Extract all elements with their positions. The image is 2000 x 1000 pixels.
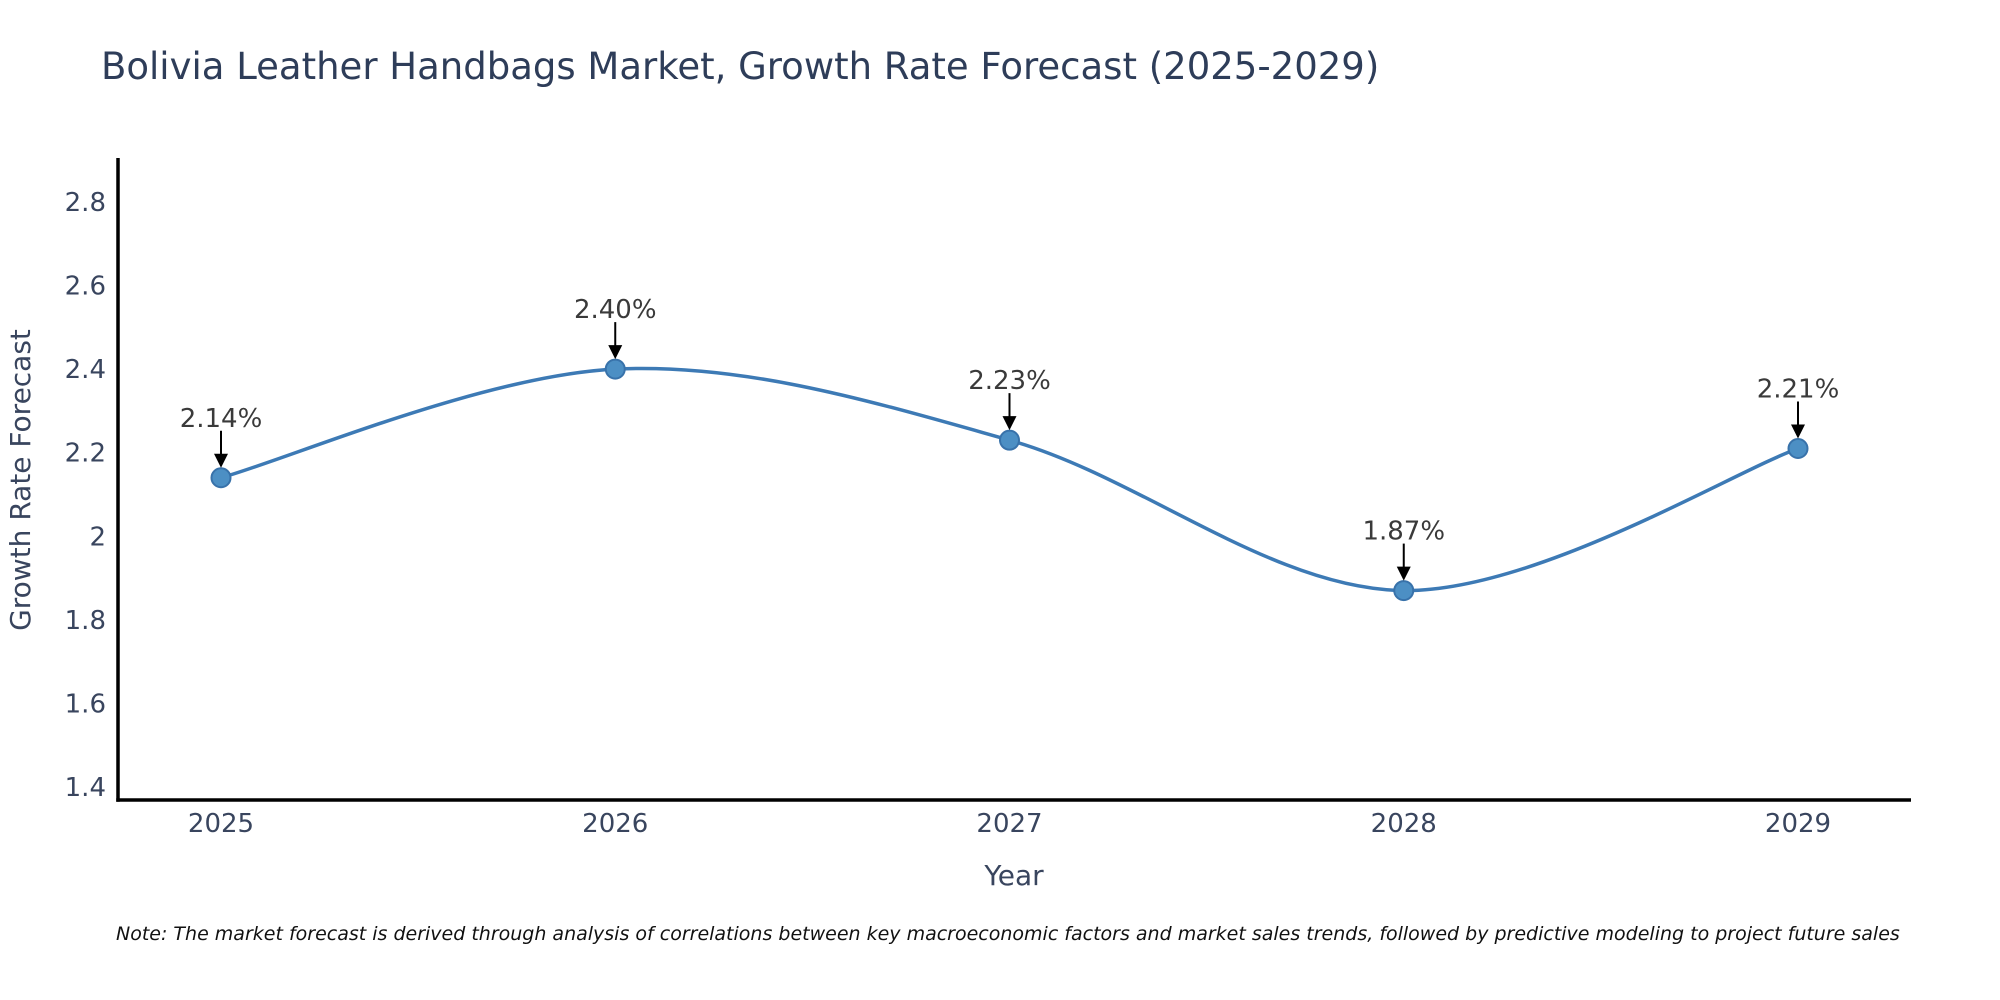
y-tick-label: 2.6 — [65, 272, 106, 302]
annotation-arrowhead-icon — [1791, 424, 1805, 439]
data-point-label: 2.14% — [180, 404, 263, 434]
data-point-marker — [999, 429, 1020, 451]
annotation-arrowhead-icon — [1396, 566, 1411, 581]
y-tick-label: 2.2 — [65, 439, 106, 469]
data-point-label: 2.40% — [574, 295, 657, 325]
data-point-label: 2.23% — [968, 366, 1051, 396]
x-tick-label: 2027 — [976, 809, 1042, 839]
data-point-marker — [1787, 438, 1809, 460]
plot-area: 2.14% 2.40% 2.23% 1.87% 2.21% — [180, 295, 1840, 602]
annotation-arrowhead-icon — [214, 453, 228, 468]
x-tick-label: 2029 — [1765, 809, 1831, 839]
y-tick-label: 2 — [89, 522, 106, 552]
data-point-marker — [604, 358, 626, 380]
y-tick-label: 2.4 — [65, 355, 106, 385]
annotation-arrowhead-icon — [1002, 416, 1017, 431]
y-tick-label: 1.8 — [65, 606, 106, 636]
x-axis-title: Year — [983, 859, 1044, 892]
chart-title: Bolivia Leather Handbags Market, Growth … — [101, 45, 1379, 88]
x-tick-label: 2028 — [1371, 809, 1437, 839]
x-tick-label: 2025 — [188, 809, 254, 839]
y-axis-title: Growth Rate Forecast — [4, 329, 37, 631]
y-tick-label: 1.4 — [65, 773, 106, 803]
data-point-label: 1.87% — [1362, 517, 1445, 547]
annotation-arrowhead-icon — [608, 345, 623, 360]
y-tick-label: 2.8 — [65, 188, 106, 218]
data-point-marker — [1393, 580, 1415, 602]
footnote: Note: The market forecast is derived thr… — [116, 923, 1900, 945]
axes: 1.4 1.6 1.8 2 2.2 2.4 2.6 2.8 2025 2026 2027 2028 20… — [65, 158, 1911, 839]
data-point-marker — [210, 467, 232, 489]
x-tick-label: 2026 — [582, 809, 648, 839]
data-point-label: 2.21% — [1757, 375, 1840, 405]
y-tick-label: 1.6 — [65, 689, 106, 719]
